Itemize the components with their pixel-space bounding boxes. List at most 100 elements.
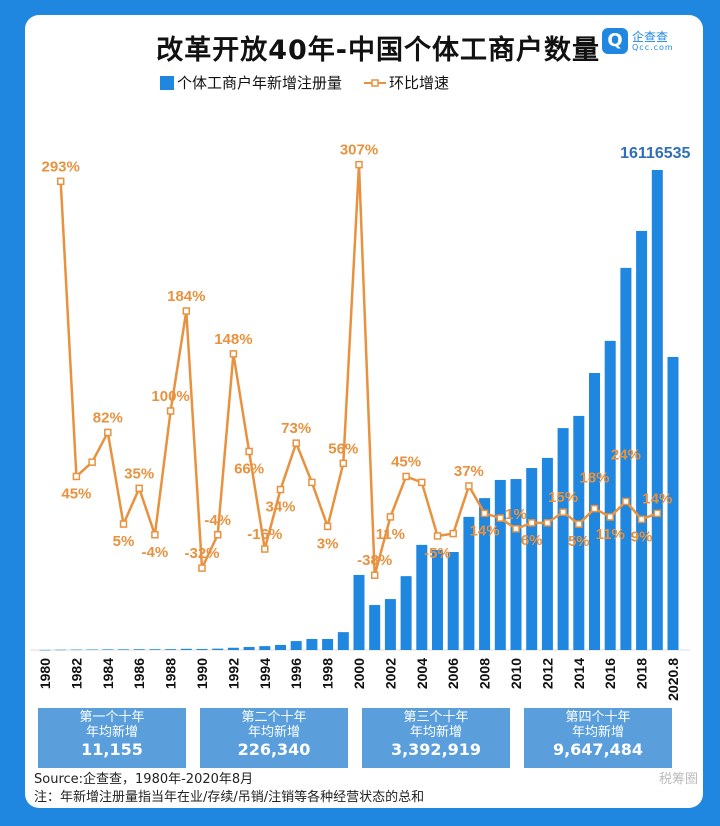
x-tick-label: 2016 bbox=[602, 658, 618, 689]
growth-point-1988 bbox=[166, 407, 175, 415]
x-tick-label: 2000 bbox=[351, 658, 367, 689]
bar-1986 bbox=[133, 649, 145, 650]
bar-2012 bbox=[541, 457, 553, 650]
qcc-logo: Q 企查查 Qcc.com bbox=[602, 28, 674, 54]
x-tick-label: 1982 bbox=[68, 658, 84, 689]
decade-box: 第一个十年 年均新增 11,155 bbox=[38, 708, 186, 768]
bar-2019 bbox=[651, 170, 663, 650]
growth-point-1991 bbox=[213, 531, 222, 539]
growth-point-2004 bbox=[418, 478, 426, 487]
bar-2000 bbox=[353, 574, 365, 650]
chart-title: 改革开放40年-中国个体工商户数量 bbox=[156, 35, 600, 66]
bar-1998 bbox=[322, 638, 334, 650]
growth-point-2014 bbox=[575, 520, 583, 528]
growth-point-2010 bbox=[512, 525, 520, 533]
note-text: 注：年新增注册量指当年在业/存续/吊销/注销等各种经营状态的总和 bbox=[34, 790, 425, 805]
bar-1999 bbox=[337, 632, 349, 650]
bar-1988 bbox=[165, 649, 177, 650]
x-tick-label: 2004 bbox=[414, 658, 430, 689]
bar-2014 bbox=[573, 415, 585, 650]
growth-point-1997 bbox=[308, 478, 316, 487]
bar-1984 bbox=[102, 649, 114, 650]
decade-title: 第一个十年 bbox=[79, 710, 145, 725]
growth-point-1989 bbox=[182, 307, 191, 315]
decade-subtitle: 年均新增 bbox=[247, 725, 300, 740]
bar-1993 bbox=[243, 647, 255, 650]
growth-label: 5% bbox=[568, 533, 590, 550]
growth-label: -5% bbox=[424, 545, 451, 562]
x-tick-label: 2012 bbox=[539, 658, 555, 689]
growth-label: 24% bbox=[611, 446, 641, 463]
x-tick-label: 1996 bbox=[288, 658, 304, 689]
x-tick-label: 2008 bbox=[477, 658, 493, 689]
bar-1985 bbox=[118, 649, 129, 650]
x-tick-label: 1988 bbox=[163, 658, 179, 689]
legend-line-label: 环比增速 bbox=[389, 74, 450, 92]
logo-sub: Qcc.com bbox=[632, 42, 674, 52]
growth-label: -38% bbox=[357, 552, 392, 569]
decade-subtitle: 年均新增 bbox=[409, 725, 462, 740]
source-text: Source:企查查，1980年-2020年8月 bbox=[34, 772, 254, 787]
bar-2003 bbox=[400, 576, 412, 650]
bar-2020 bbox=[667, 356, 679, 650]
growth-point-1996 bbox=[292, 439, 300, 447]
bar-2013 bbox=[557, 428, 569, 650]
growth-point-1981 bbox=[56, 177, 65, 186]
bar-2018 bbox=[636, 230, 648, 651]
growth-point-2008 bbox=[480, 509, 489, 518]
x-tick-label: 2002 bbox=[382, 658, 398, 689]
bar-2016 bbox=[604, 340, 616, 650]
bar-1991 bbox=[212, 648, 224, 650]
growth-point-2003 bbox=[402, 472, 410, 481]
growth-point-2011 bbox=[527, 519, 536, 527]
growth-label: 11% bbox=[376, 526, 405, 543]
bar-2006 bbox=[447, 552, 459, 650]
legend: 个体工商户年新增注册量 环比增速 bbox=[160, 72, 449, 93]
x-tick-label: 1990 bbox=[194, 658, 210, 689]
growth-label: 15% bbox=[548, 489, 578, 506]
growth-point-2019 bbox=[653, 509, 662, 518]
x-tick-label: 2014 bbox=[571, 658, 587, 689]
decade-box: 第二个十年 年均新增 226,340 bbox=[200, 708, 348, 768]
decade-subtitle: 年均新增 bbox=[85, 725, 138, 740]
growth-label: 18% bbox=[579, 470, 609, 487]
growth-point-1995 bbox=[276, 485, 285, 494]
growth-point-2002 bbox=[386, 513, 395, 521]
growth-label: -4% bbox=[142, 544, 169, 561]
bar-1992 bbox=[227, 647, 239, 650]
growth-label: -4% bbox=[204, 512, 231, 529]
growth-label: 3% bbox=[317, 535, 339, 552]
growth-point-1982 bbox=[72, 472, 81, 481]
decade-value: 11,155 bbox=[81, 740, 143, 759]
bar-2017 bbox=[620, 267, 632, 650]
growth-point-1983 bbox=[88, 458, 96, 466]
growth-label: 1% bbox=[505, 506, 527, 523]
bar-2011 bbox=[526, 468, 538, 650]
growth-point-1987 bbox=[151, 531, 159, 539]
growth-label: 35% bbox=[124, 465, 154, 482]
growth-point-2001 bbox=[370, 571, 379, 579]
logo-name: 企查查 bbox=[632, 29, 669, 44]
growth-label: 9% bbox=[631, 528, 653, 545]
legend-bar-label: 个体工商户年新增注册量 bbox=[177, 74, 343, 92]
x-tick-label: 1998 bbox=[320, 658, 336, 689]
bar-1983 bbox=[86, 649, 98, 650]
x-tick-label: 1992 bbox=[225, 658, 241, 689]
bar-2007 bbox=[463, 516, 475, 650]
decade-box: 第三个十年 年均新增 3,392,919 bbox=[362, 708, 510, 768]
growth-label: 293% bbox=[42, 158, 80, 175]
x-tick-label: 2020.8 bbox=[665, 658, 681, 701]
bar-2001 bbox=[369, 605, 381, 650]
growth-point-2017 bbox=[622, 497, 630, 506]
bar-2002 bbox=[384, 599, 396, 650]
growth-label: 6% bbox=[521, 532, 543, 549]
growth-point-1986 bbox=[135, 484, 143, 493]
bar-1982 bbox=[70, 649, 82, 651]
x-tick-label: 1984 bbox=[100, 658, 116, 689]
decade-title: 第三个十年 bbox=[403, 710, 469, 725]
decade-value: 226,340 bbox=[237, 740, 311, 759]
bar-1980 bbox=[39, 649, 51, 651]
growth-point-1998 bbox=[323, 522, 332, 531]
growth-point-1992 bbox=[229, 350, 238, 358]
bar-2005 bbox=[432, 549, 443, 650]
